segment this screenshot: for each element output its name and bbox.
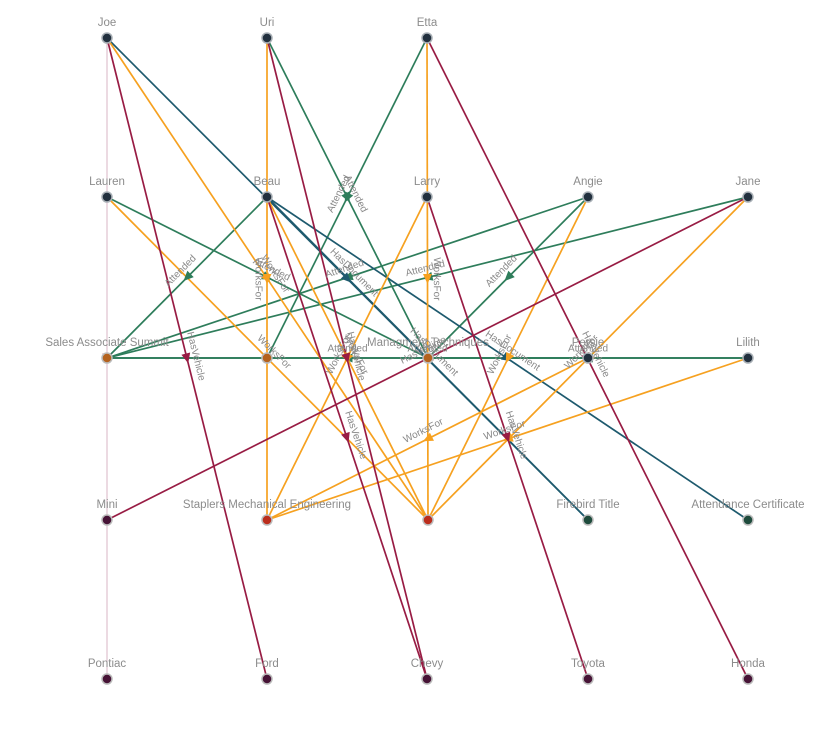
node-etta[interactable] [421, 32, 433, 44]
node-staplers-mechanical-engineering[interactable] [261, 514, 273, 526]
node-labels-layer: Joe Uri Etta Lauren Beau Larry Angie Jane Sales … [45, 17, 804, 670]
node-label: Attendance Certificate [691, 499, 804, 511]
node-attendance-certificate[interactable] [742, 514, 754, 526]
edge-arrow-worksfor [422, 273, 432, 284]
edge-arrow-hasvehicle [181, 352, 191, 364]
node-label: Ford [255, 658, 279, 670]
edge-arrow-hasdocument [340, 272, 352, 283]
node-sales-associate-summit[interactable] [101, 352, 113, 364]
node-angie[interactable] [582, 191, 594, 203]
edge-arrow-attended [183, 270, 194, 282]
edge-arrow-worksfor [423, 432, 434, 442]
node-persie[interactable] [582, 352, 594, 364]
node-label: Larry [414, 176, 440, 188]
node-label: Pontiac [88, 658, 127, 670]
node-label: Joe [98, 17, 117, 29]
node-honda[interactable] [742, 673, 754, 685]
node-label: Honda [731, 658, 765, 670]
edge-arrow-worksfor [505, 352, 515, 363]
node-label: Lilith [736, 337, 760, 349]
node-label: Angie [573, 176, 602, 188]
node-label: Jane [736, 176, 761, 188]
node-larry[interactable] [421, 191, 433, 203]
node-jane[interactable] [742, 191, 754, 203]
node-chevy[interactable] [421, 673, 433, 685]
edge-arrow-worksfor [260, 272, 271, 284]
node-managment-techniques[interactable] [422, 352, 434, 364]
nodes-layer [101, 32, 754, 685]
node-label: Persie [572, 337, 605, 349]
node-lilith[interactable] [742, 352, 754, 364]
edge-label-attended: Attended [407, 344, 447, 355]
node-label: Mini [96, 499, 117, 511]
node-pontiac[interactable] [101, 673, 113, 685]
node-event2[interactable] [261, 352, 273, 364]
node-label: Etta [417, 17, 438, 29]
edge-arrow-attended [504, 270, 515, 282]
node-lauren[interactable] [101, 191, 113, 203]
node-ford[interactable] [261, 673, 273, 685]
node-firebird-title[interactable] [582, 514, 594, 526]
node-toyota[interactable] [582, 673, 594, 685]
node-label: Beau [254, 176, 281, 188]
node-joe[interactable] [101, 32, 113, 44]
edge-arrow-hasvehicle [501, 431, 511, 443]
node-label: Lauren [89, 176, 125, 188]
node-label: Sales Associate Summit [45, 337, 169, 349]
node-label: Staplers Mechanical Engineering [183, 499, 351, 511]
edge-arrow-hasvehicle [341, 352, 351, 364]
node-mini[interactable] [101, 514, 113, 526]
edge-label-attended: Attended [568, 344, 608, 355]
node-label: Toyota [571, 658, 605, 670]
node-company2[interactable] [422, 514, 434, 526]
edge-label-worksfor: WorksFor [431, 257, 442, 301]
edge-label-worksfor: WorksFor [252, 257, 263, 301]
node-label: Firebird Title [556, 499, 619, 511]
edge-label-attended: Attended [327, 344, 367, 355]
node-beau[interactable] [261, 191, 273, 203]
edge-arrow-hasvehicle [341, 431, 350, 443]
edge-arrow-attended [344, 191, 354, 203]
node-label: Chevy [411, 658, 444, 670]
node-label: Managment Techniques [367, 337, 489, 349]
node-label: Uri [260, 17, 275, 29]
node-uri[interactable] [261, 32, 273, 44]
